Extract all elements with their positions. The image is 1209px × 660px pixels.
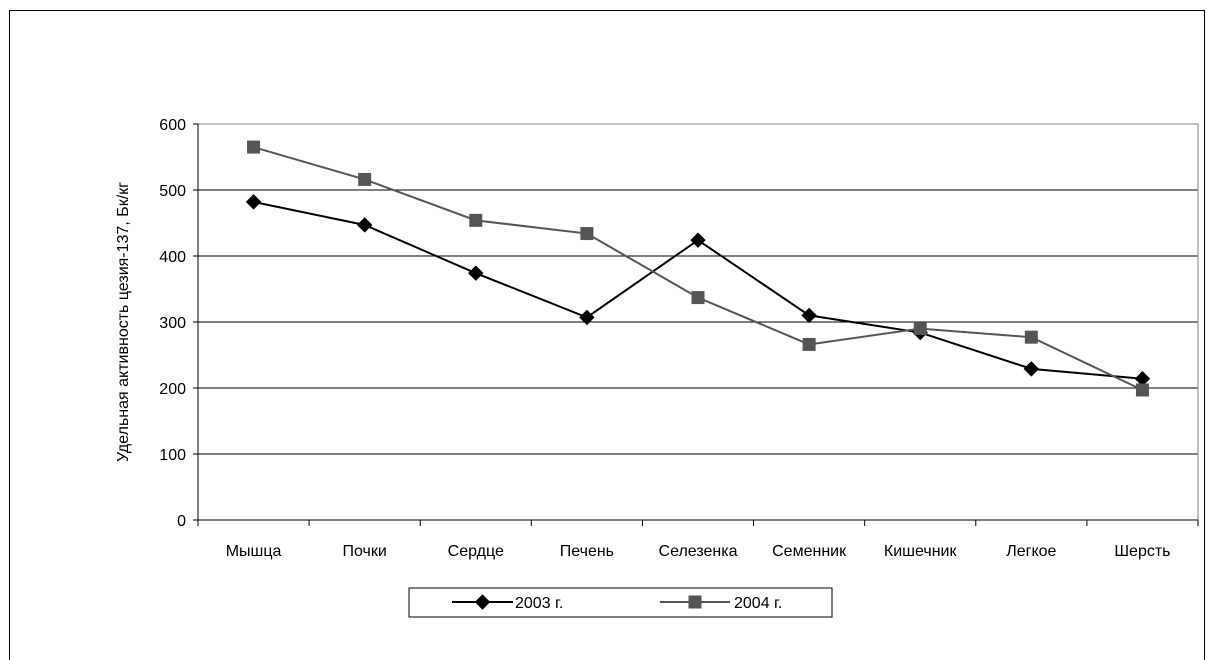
legend-marker [688, 595, 702, 609]
legend-entry: 2003 г. [452, 594, 563, 612]
legend-label: 2003 г. [515, 595, 563, 612]
series-line [253, 146, 1143, 391]
data-point [245, 194, 262, 210]
x-tick-label: Шерсть [1114, 543, 1170, 560]
legend-label: 2004 г. [734, 595, 782, 612]
series-line [253, 200, 1143, 380]
axes [193, 123, 1199, 526]
chart-frame [9, 10, 1205, 660]
data-point [913, 322, 927, 336]
y-tick-label: 500 [159, 183, 186, 200]
data-point [579, 309, 595, 326]
y-tick-label: 300 [159, 315, 186, 332]
x-tick-label: Почки [343, 543, 387, 560]
data-point [469, 213, 483, 227]
y-tick-label: 0 [177, 513, 186, 530]
data-point [247, 140, 261, 154]
x-tick-label: Мышца [226, 543, 282, 560]
x-tick-label: Семенник [772, 543, 847, 560]
y-axis-label: Удельная активность цезия-137, Бк/кг [115, 182, 132, 462]
data-point [580, 227, 594, 241]
x-tick-label: Печень [560, 543, 614, 560]
y-tick-label: 600 [159, 117, 186, 134]
series-group [245, 140, 1151, 397]
data-point [801, 307, 817, 324]
legend-entry: 2004 г. [660, 595, 782, 612]
data-point [468, 265, 484, 281]
legend: 2003 г. 2004 г. [408, 587, 833, 618]
data-point [1135, 383, 1149, 397]
series-2 [247, 140, 1149, 397]
data-point [358, 172, 372, 186]
y-tick-label: 400 [159, 249, 186, 266]
y-tick-labels: 0 100 200 300 400 500 600 [159, 117, 186, 530]
x-tick-label: Кишечник [884, 543, 958, 560]
x-tick-labels: Мышца Почки Сердце Печень Селезенка Семенник К… [226, 543, 1171, 560]
legend-box [408, 587, 833, 618]
data-point [802, 337, 816, 351]
data-point [1023, 361, 1040, 377]
legend-marker [474, 594, 491, 610]
series-1 [245, 194, 1151, 387]
x-tick-label: Сердце [448, 543, 504, 560]
y-tick-label: 100 [159, 447, 186, 464]
data-point [690, 232, 706, 248]
y-tick-label: 200 [159, 381, 186, 398]
x-tick-label: Легкое [1006, 543, 1056, 560]
data-point [691, 291, 705, 305]
x-tick-label: Селезенка [659, 543, 738, 560]
data-point [356, 217, 373, 233]
grid-lines [198, 123, 1198, 455]
data-point [1024, 330, 1038, 344]
